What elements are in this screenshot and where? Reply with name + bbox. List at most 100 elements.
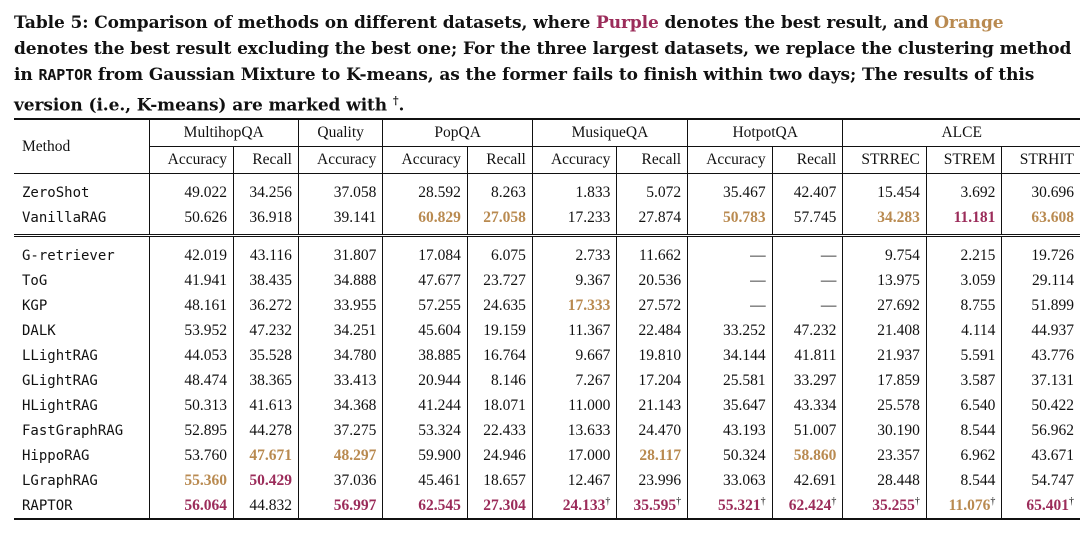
cell-value: 30.190 <box>877 421 920 439</box>
table-row: HippoRAG 53.760 47.671 48.297 59.900 24.946 17… <box>14 443 1080 468</box>
table-cell: 16.764 <box>466 343 533 368</box>
table-cell: 51.007 <box>771 418 843 443</box>
table-cell: 45.604 <box>382 318 468 343</box>
cell-value: 30.696 <box>1031 183 1074 201</box>
cell-value: 11.662 <box>639 246 682 264</box>
best-value: 27.304 <box>483 496 526 514</box>
cell-value: 33.063 <box>722 471 766 489</box>
table-cell: 20.536 <box>616 268 688 293</box>
second-best-value: 58.860 <box>793 446 837 464</box>
table-cell: 60.829 <box>382 205 468 236</box>
cell-value: — <box>750 296 766 314</box>
table-cell: 34.256 <box>233 173 299 205</box>
cell-value: 23.996 <box>638 471 682 489</box>
table-cell: 3.692 <box>925 173 1002 205</box>
cell-value: 22.484 <box>638 321 682 339</box>
cell-value: 17.859 <box>877 371 920 389</box>
table-cell: 53.760 <box>148 443 234 468</box>
col-header-hotpotqa-recall: Recall <box>771 146 843 174</box>
table-cell: 6.075 <box>466 235 533 268</box>
cell-value: 27.572 <box>638 296 682 314</box>
method-name: LLightRAG <box>22 347 98 364</box>
table-cell: 27.058 <box>466 205 533 236</box>
cell-value: 17.000 <box>567 446 611 464</box>
method-name: DALK <box>22 322 56 339</box>
cell-value: 42.019 <box>184 246 227 264</box>
table-cell: 20.944 <box>382 368 468 393</box>
col-header-hotpotqa-accuracy: Accuracy <box>687 146 773 174</box>
table-cell: 17.000 <box>531 443 617 468</box>
header-group-row: Method MultihopQA Quality PopQA MusiqueQ… <box>14 119 1080 174</box>
cell-value: 57.255 <box>418 296 461 314</box>
table-cell: 35.467 <box>687 173 773 205</box>
table-cell: 44.832 <box>233 493 299 519</box>
table-cell: 25.581 <box>687 368 773 393</box>
table-cell: 33.297 <box>771 368 843 393</box>
cell-value: — <box>750 246 766 264</box>
kmeans-dagger: † <box>676 495 682 507</box>
table-cell: 53.952 <box>148 318 234 343</box>
cell-value: 33.413 <box>333 371 377 389</box>
cell-value: 13.633 <box>567 421 611 439</box>
method-name: LGraphRAG <box>22 472 98 489</box>
table-cell: 33.252 <box>687 318 773 343</box>
table-cell: 11.662 <box>616 235 688 268</box>
table-cell: 49.022 <box>148 173 234 205</box>
second-best-value: 11.076 <box>948 497 991 515</box>
cell-value: 17.233 <box>567 208 611 226</box>
table-cell: 23.357 <box>842 443 927 468</box>
cell-value: 2.733 <box>575 246 611 264</box>
cell-value: 21.408 <box>877 321 920 339</box>
cell-value: 57.745 <box>793 208 837 226</box>
table-cell: 3.059 <box>925 268 1002 293</box>
method-name: ToG <box>22 272 48 289</box>
col-header-multihopqa-recall: Recall <box>233 146 299 174</box>
cell-value: 45.604 <box>418 321 461 339</box>
cell-value: 38.365 <box>249 371 292 389</box>
table-cell: 19.810 <box>616 343 688 368</box>
method-name: FastGraphRAG <box>22 422 124 439</box>
caption-text-4: from Gaussian Mixture to K-means, as the… <box>14 65 1035 116</box>
table-cell: 58.860 <box>771 443 843 468</box>
col-header-quality-accuracy: Accuracy <box>297 146 383 174</box>
table-cell: — <box>687 293 773 318</box>
table-cell: 2.733 <box>531 235 617 268</box>
cell-value: 3.692 <box>960 183 996 201</box>
best-value: 11.181 <box>953 208 996 226</box>
table-cell: 45.461 <box>382 468 468 493</box>
table-cell: 50.626 <box>148 205 234 236</box>
table-cell: 41.941 <box>148 268 234 293</box>
table-header: Method MultihopQA Quality PopQA MusiqueQ… <box>14 119 1080 174</box>
cell-value: 51.899 <box>1031 296 1074 314</box>
table-cell: 30.696 <box>1001 173 1080 205</box>
table-cell: 17.204 <box>616 368 688 393</box>
table-cell: 55.360 <box>148 468 234 493</box>
cell-value: 35.467 <box>722 183 766 201</box>
cell-value: 20.944 <box>418 371 461 389</box>
table-cell: 27.304 <box>466 493 533 519</box>
table-cell: 28.592 <box>382 173 468 205</box>
table-cell: 43.776 <box>1001 343 1080 368</box>
table-cell: 43.116 <box>233 235 299 268</box>
second-best-value: 28.117 <box>639 446 682 464</box>
table-cell: 56.997 <box>297 493 383 519</box>
cell-value: 45.461 <box>418 471 461 489</box>
table-cell: 27.874 <box>616 205 688 236</box>
table-cell: 9.754 <box>842 235 927 268</box>
cell-value: 23.727 <box>483 271 526 289</box>
table-cell: 24.470 <box>616 418 688 443</box>
cell-value: 4.114 <box>961 321 996 339</box>
table-cell: 3.587 <box>925 368 1002 393</box>
cell-value: 41.244 <box>418 396 461 414</box>
table-cell: 42.691 <box>771 468 843 493</box>
cell-value: 31.807 <box>333 246 377 264</box>
cell-value: 37.036 <box>333 471 377 489</box>
cell-value: 44.053 <box>184 346 227 364</box>
table-row: KGP 48.161 36.272 33.955 57.255 24.635 17.333 2… <box>14 293 1080 318</box>
table-cell: — <box>771 268 843 293</box>
table-cell: 55.321† <box>687 493 773 519</box>
table-cell: 5.072 <box>616 173 688 205</box>
table-cell: 34.888 <box>297 268 383 293</box>
cell-value: 43.671 <box>1031 446 1074 464</box>
cell-value: 53.760 <box>184 446 227 464</box>
